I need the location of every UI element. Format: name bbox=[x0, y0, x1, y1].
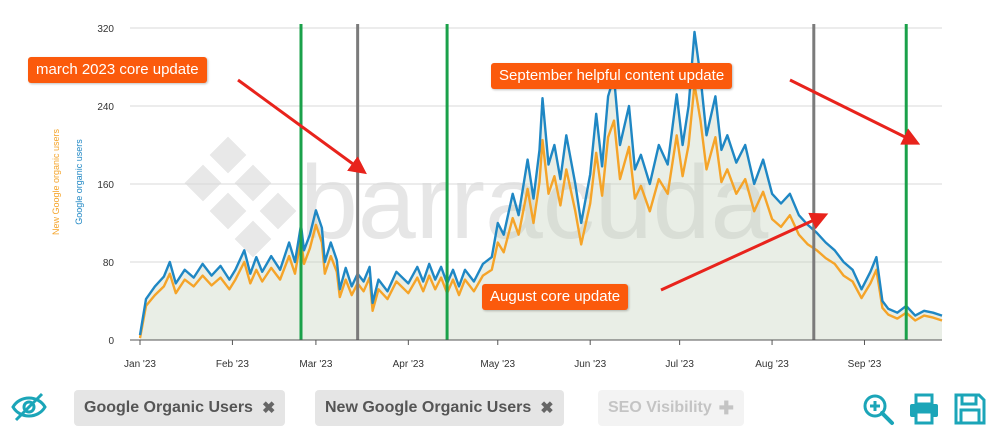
y-tick-label: 80 bbox=[103, 258, 115, 269]
x-tick-label: Aug '23 bbox=[755, 359, 789, 370]
print-icon[interactable] bbox=[907, 392, 941, 426]
x-tick-label: Jan '23 bbox=[124, 359, 156, 370]
chip-label: Google Organic Users bbox=[84, 399, 253, 416]
y-tick-label: 320 bbox=[97, 24, 114, 35]
x-tick-label: Mar '23 bbox=[299, 359, 332, 370]
add-icon[interactable]: ✚ bbox=[718, 397, 734, 418]
y-tick-label: 240 bbox=[97, 102, 114, 113]
watermark-logo-icon bbox=[184, 136, 297, 258]
chip-label: SEO Visibility bbox=[608, 399, 712, 416]
arrow-september bbox=[789, 78, 921, 145]
y-tick-label: 160 bbox=[97, 180, 114, 191]
series-layer bbox=[138, 30, 943, 341]
chip-label: New Google Organic Users bbox=[325, 399, 532, 416]
organic-users-chart: barracuda 320 240 160 80 0 Jan '23 Feb '23 Mar… bbox=[51, 24, 943, 370]
x-tick-label: Jun '23 bbox=[574, 359, 606, 370]
x-tick-label: Feb '23 bbox=[216, 359, 249, 370]
remove-icon[interactable]: ✖ bbox=[540, 400, 554, 417]
x-tick-label: Jul '23 bbox=[665, 359, 694, 370]
hide-eye-icon[interactable] bbox=[10, 390, 48, 424]
x-axis-ticks: Jan '23 Feb '23 Mar '23 Apr '23 May '23 Jun '… bbox=[124, 340, 882, 370]
annotation-september-helpful-content-update: September helpful content update bbox=[491, 63, 733, 89]
annotation-march-core-update: march 2023 core update bbox=[28, 57, 207, 83]
y-axis-title-new-users: New Google organic users bbox=[51, 128, 61, 235]
zoom-in-icon[interactable] bbox=[861, 392, 895, 426]
arrow-march bbox=[237, 78, 367, 175]
save-icon[interactable] bbox=[953, 392, 987, 426]
series-area-fill bbox=[140, 31, 942, 341]
y-axis-ticks: 320 240 160 80 0 bbox=[97, 24, 114, 347]
series-line-new-google-organic-users bbox=[138, 83, 943, 339]
y-tick-label: 0 bbox=[108, 336, 114, 347]
annotation-arrows bbox=[237, 78, 921, 292]
chip-new-google-organic-users[interactable]: New Google Organic Users ✖ bbox=[315, 390, 564, 426]
chip-seo-visibility[interactable]: SEO Visibility ✚ bbox=[598, 390, 744, 426]
chart-toolbar: Google Organic Users ✖ New Google Organi… bbox=[0, 384, 1001, 434]
y-axis-title-users: Google organic users bbox=[74, 139, 84, 225]
annotation-august-core-update: August core update bbox=[482, 284, 629, 310]
arrow-august bbox=[660, 212, 829, 292]
x-tick-label: May '23 bbox=[480, 359, 515, 370]
series-line-google-organic-users bbox=[138, 30, 943, 336]
x-tick-label: Sep '23 bbox=[848, 359, 882, 370]
x-tick-label: Apr '23 bbox=[393, 359, 425, 370]
update-markers bbox=[299, 24, 908, 340]
remove-icon[interactable]: ✖ bbox=[261, 400, 276, 417]
chip-google-organic-users[interactable]: Google Organic Users ✖ bbox=[74, 390, 286, 426]
barracuda-watermark: barracuda bbox=[184, 136, 768, 261]
watermark-text: barracuda bbox=[300, 145, 768, 261]
